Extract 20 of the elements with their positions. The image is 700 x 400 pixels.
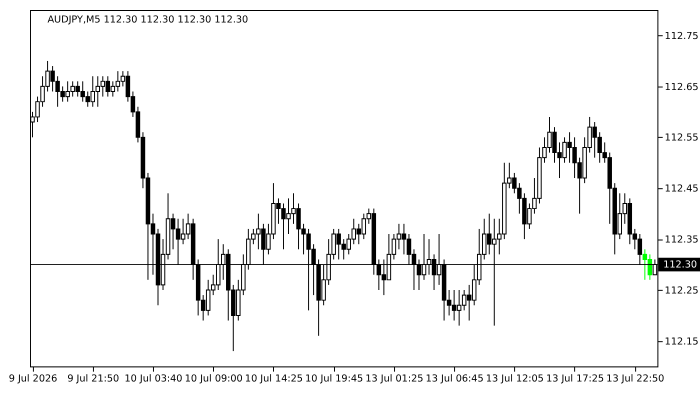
x-tick-label: 10 Jul 14:25	[244, 373, 303, 384]
y-tick-label: 112.25	[664, 285, 699, 296]
y-tick-label: 112.75	[664, 30, 699, 42]
ref-line-label: 112.30	[663, 259, 698, 270]
x-tick-label: 9 Jul 21:50	[67, 373, 120, 384]
y-tick-label: 112.65	[664, 82, 699, 93]
chart-title: AUDJPY,M5 112.30 112.30 112.30 112.30	[47, 14, 248, 26]
x-tick-label: 13 Jul 01:25	[365, 373, 424, 384]
x-tick-label: 13 Jul 12:05	[486, 373, 544, 384]
y-tick-label: 112.55	[664, 132, 699, 144]
x-tick-label: 10 Jul 09:00	[184, 373, 243, 384]
x-tick-label: 10 Jul 19:45	[305, 373, 364, 384]
x-tick-label: 13 Jul 22:50	[606, 373, 664, 384]
y-tick-label: 112.35	[664, 234, 699, 246]
y-tick-label: 112.45	[664, 184, 699, 195]
x-tick-label: 10 Jul 03:40	[124, 373, 182, 384]
x-tick-label: 13 Jul 06:45	[426, 373, 484, 384]
x-tick-label: 13 Jul 17:25	[546, 373, 604, 384]
y-tick-label: 112.15	[664, 336, 699, 348]
x-tick-label: 9 Jul 2026	[8, 373, 58, 384]
